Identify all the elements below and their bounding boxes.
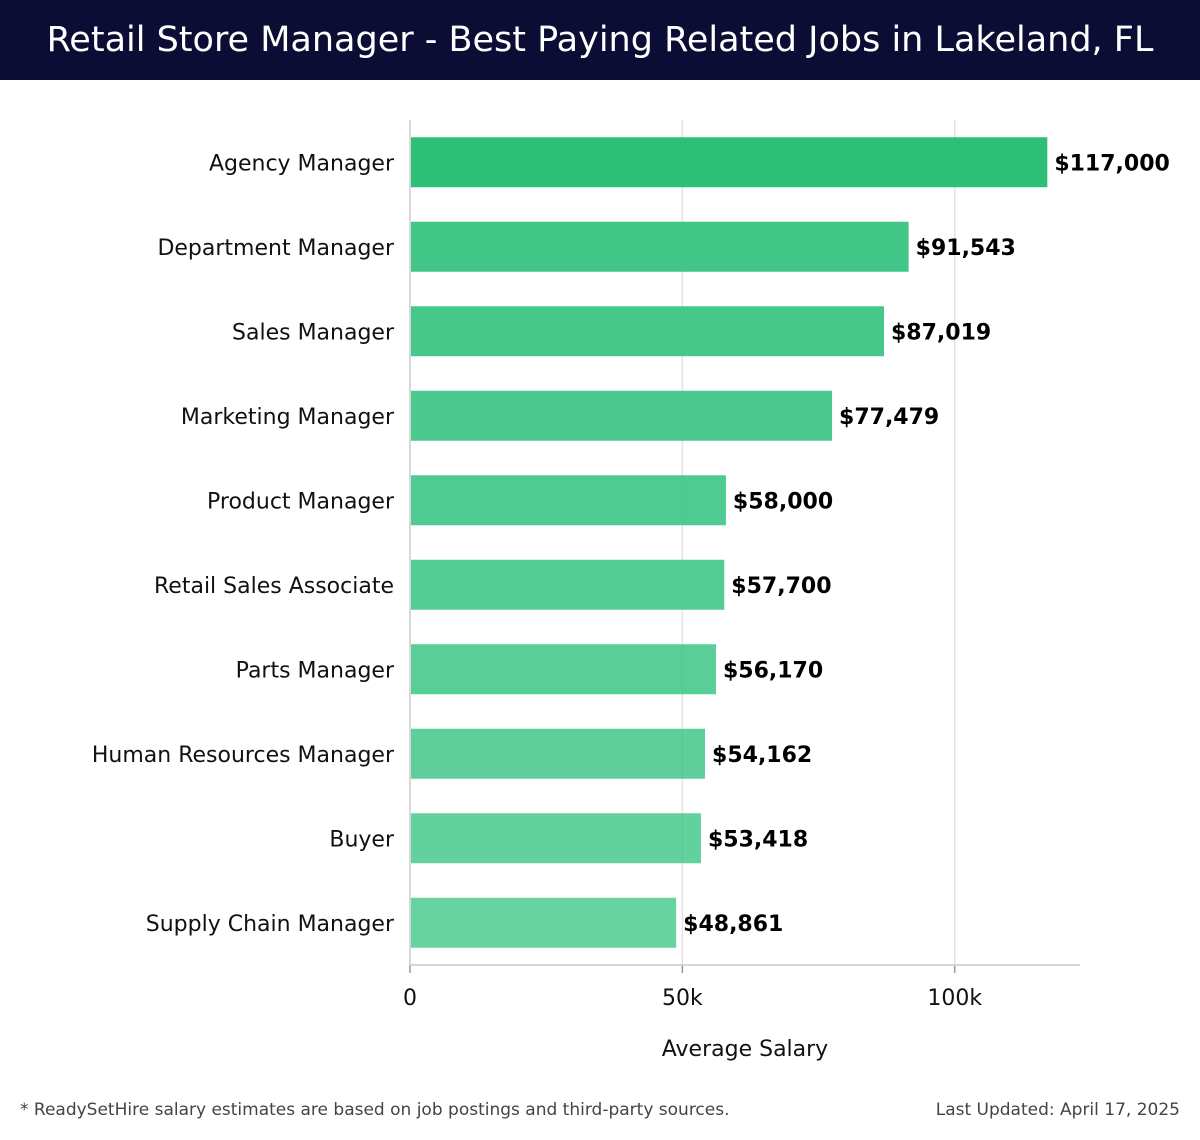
category-label: Parts Manager: [236, 658, 395, 683]
value-label: $48,861: [683, 912, 783, 937]
tick-label: 0: [403, 986, 417, 1011]
bar: [411, 221, 909, 272]
labels: Agency Manager $117,000 Department Manager…: [92, 151, 1170, 937]
chart-title: Retail Store Manager - Best Paying Relat…: [46, 20, 1154, 60]
value-label: $77,479: [839, 405, 939, 430]
category-label: Human Resources Manager: [92, 743, 395, 768]
category-label: Supply Chain Manager: [146, 912, 395, 937]
bar: [411, 475, 726, 526]
category-label: Retail Sales Associate: [154, 574, 394, 599]
bars: [411, 137, 1048, 948]
last-updated: Last Updated: April 17, 2025: [935, 1100, 1180, 1120]
category-label: Product Manager: [207, 489, 395, 514]
bar: [411, 559, 725, 610]
x-axis-title: Average Salary: [662, 1037, 828, 1062]
bar: [411, 644, 716, 695]
bar: [411, 306, 885, 357]
category-label: Marketing Manager: [181, 405, 395, 430]
bar: [411, 728, 706, 779]
tick-label: 50k: [662, 986, 703, 1011]
value-label: $117,000: [1054, 151, 1170, 176]
value-label: $56,170: [723, 658, 823, 683]
category-label: Agency Manager: [209, 151, 395, 176]
category-label: Buyer: [329, 827, 395, 852]
bar: [411, 897, 677, 948]
value-label: $58,000: [733, 489, 833, 514]
value-label: $54,162: [712, 743, 812, 768]
category-label: Sales Manager: [232, 320, 395, 345]
chart-header: Retail Store Manager - Best Paying Relat…: [0, 0, 1200, 80]
bar: [411, 813, 701, 864]
value-label: $87,019: [891, 320, 991, 345]
footnote: * ReadySetHire salary estimates are base…: [20, 1100, 730, 1120]
axes: 0 50k 100k Average Salary: [403, 120, 1080, 1062]
bar-chart: 0 50k 100k Average Salary Agency Manager $11…: [92, 120, 1170, 1062]
value-label: $53,418: [708, 827, 808, 852]
category-label: Department Manager: [157, 236, 395, 261]
bar: [411, 137, 1048, 188]
value-label: $91,543: [916, 236, 1016, 261]
value-label: $57,700: [731, 574, 831, 599]
tick-label: 100k: [927, 986, 982, 1011]
bar: [411, 390, 833, 441]
